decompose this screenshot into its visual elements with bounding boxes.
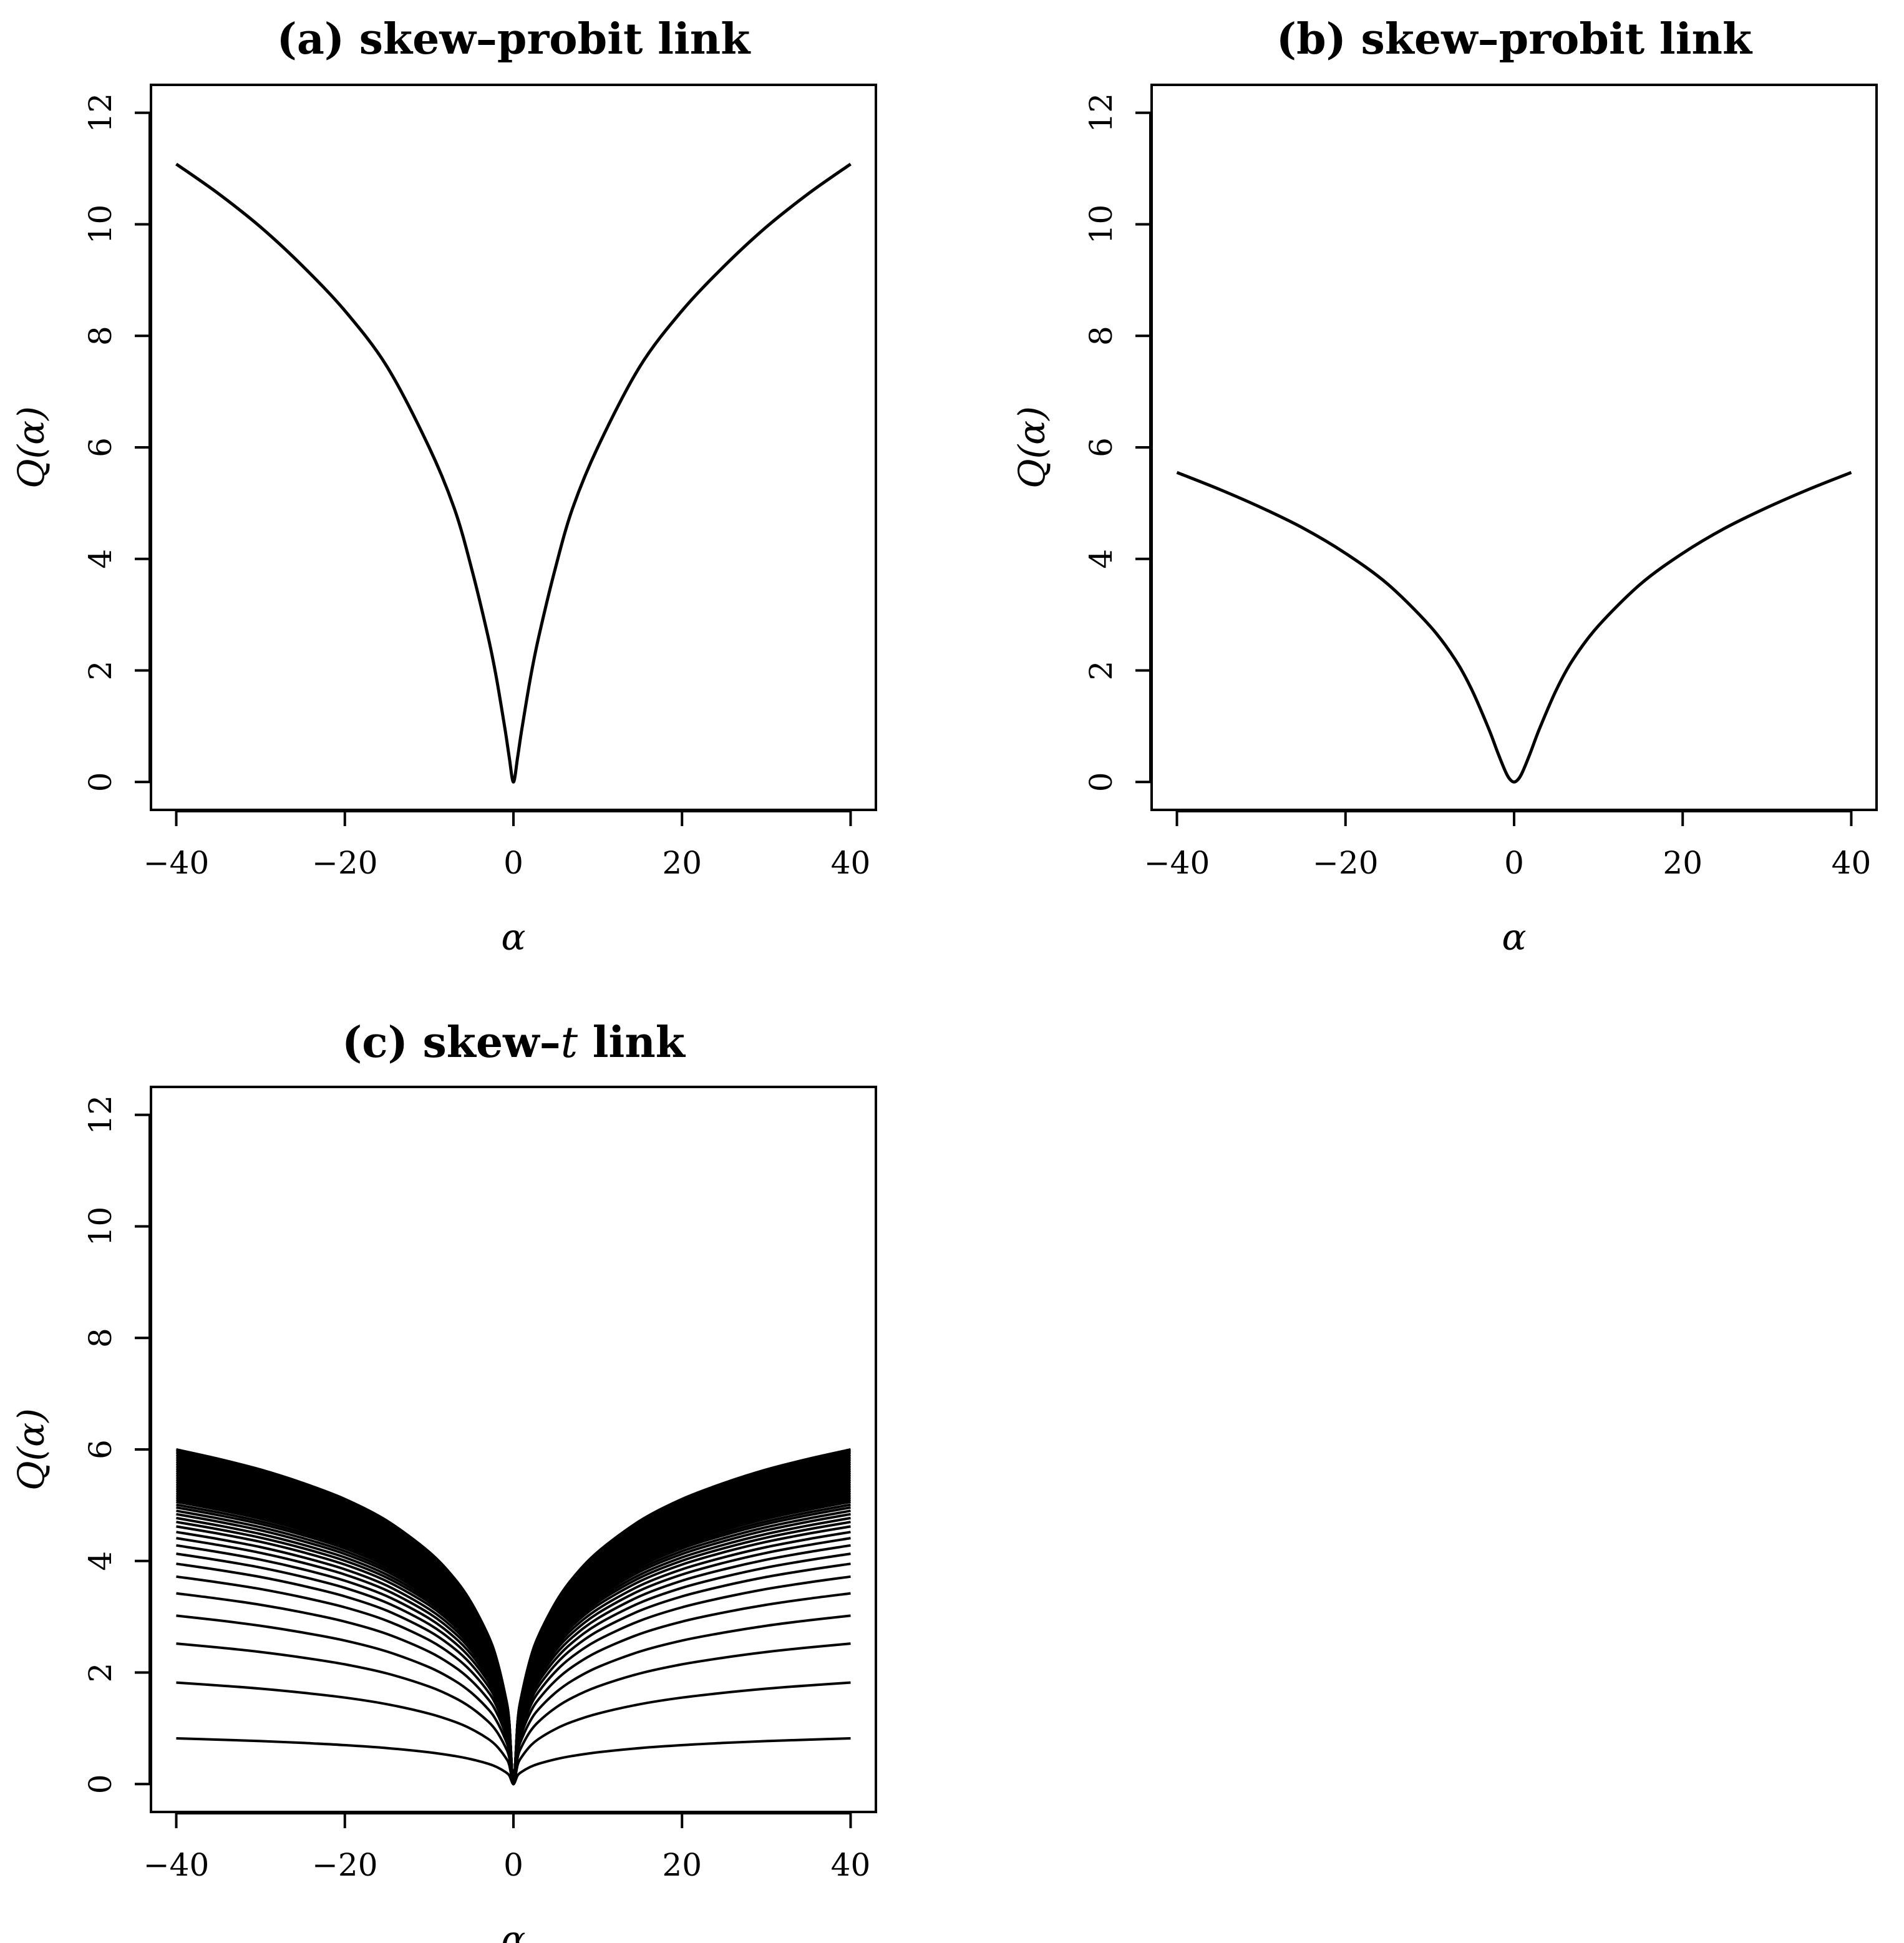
x-tick-label: 40 [831,845,871,881]
x-tick-label: 40 [1832,845,1872,881]
y-tick-label: 6 [82,437,119,457]
x-tick-label: 40 [831,1847,871,1883]
series-line [176,1512,851,1786]
y-tick-label: 12 [82,93,119,133]
y-axis-label: Q(α) [1011,406,1053,489]
series-line [176,1681,851,1786]
y-tick-label: 12 [1083,93,1119,133]
chart-title: (a) skew–probit link [277,14,752,64]
plot-frame [150,1086,877,1813]
y-tick-label: 2 [82,661,119,681]
x-tick-label: 20 [1663,845,1702,881]
y-tick-label: 4 [82,549,119,569]
y-tick-label: 10 [1083,205,1119,245]
panel-a: (a) skew–probit link −40 −20 0 20 40 α 0 2 4 6 8 10 1… [10,14,877,958]
chart-title: (c) skew–t link [342,1018,686,1068]
y-tick-label: 8 [1083,326,1119,346]
x-tick-label: 0 [1504,845,1524,881]
x-axis-label: α [501,1918,525,1943]
y-tick-label: 8 [82,1328,119,1348]
x-tick-label: −40 [143,1847,210,1883]
plot-frame [150,84,877,811]
chart-title: (b) skew–probit link [1276,14,1753,64]
series-line [176,1592,851,1786]
x-tick-label: −20 [312,1847,378,1883]
y-axis-label: Q(α) [10,1408,52,1491]
y-tick-label: 2 [1083,661,1119,681]
y-tick-label: 0 [82,1774,119,1794]
y-tick-label: 6 [1083,437,1119,457]
x-tick-label: 20 [662,1847,702,1883]
y-tick-label: 6 [82,1439,119,1459]
y-tick-label: 10 [82,205,119,245]
series-line [176,1562,851,1786]
x-axis-label: α [501,916,525,958]
x-tick-label: 0 [503,845,523,881]
x-tick-label: 0 [503,1847,523,1883]
x-tick-label: −20 [312,845,378,881]
x-tick-label: 20 [662,845,702,881]
series-line [176,1516,851,1786]
y-tick-label: 4 [82,1551,119,1571]
x-axis-label: α [1502,916,1526,958]
y-tick-label: 2 [82,1663,119,1683]
x-tick-label: −40 [143,845,210,881]
series-line [176,1448,851,1786]
series-line [1176,470,1852,784]
plot-frame [1150,84,1878,811]
series-line [176,1614,851,1786]
y-tick-label: 8 [82,326,119,346]
panel-c: (c) skew–t link −40 −20 0 20 40 α 0 2 4 6 8 10 12 Q(α) [10,1018,877,1943]
series-line [176,1552,851,1786]
x-tick-label: −20 [1313,845,1379,881]
series-line [176,1537,851,1786]
series-line [176,1491,851,1786]
panel-b: (b) skew–probit link −40 −20 0 20 40 α 0 2 4 6 8 10 1… [1011,14,1878,958]
series-line [176,1487,851,1786]
series-line [176,1642,851,1786]
y-axis-label: Q(α) [10,406,52,489]
y-tick-label: 0 [82,772,119,792]
y-tick-label: 12 [82,1095,119,1135]
x-tick-label: −40 [1144,845,1210,881]
y-tick-label: 4 [1083,549,1119,569]
y-tick-label: 0 [1083,772,1119,792]
y-tick-label: 10 [82,1207,119,1247]
series-line [175,162,852,784]
